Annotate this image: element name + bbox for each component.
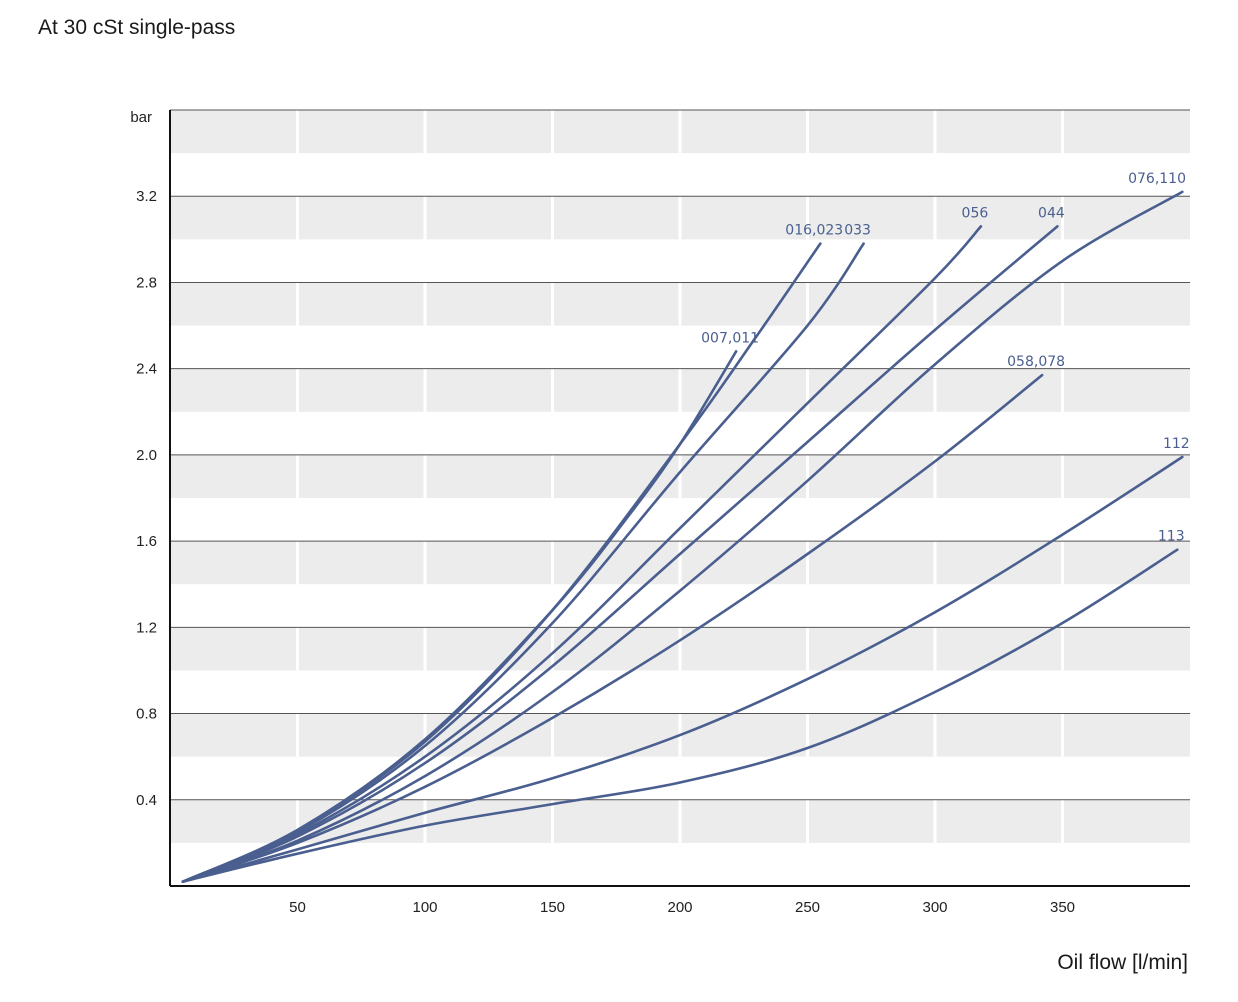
x-tick-label: 350: [1050, 899, 1075, 916]
x-axis-title: Oil flow [l/min]: [1057, 951, 1188, 974]
series-labels: 007,011 016,023 033 056 044 076,110 058,078 112…: [701, 171, 1190, 545]
x-tick-label: 100: [412, 899, 437, 916]
y-tick-label: 1.6: [136, 533, 157, 550]
series-line-076-110: [181, 190, 1184, 883]
x-tick-label: 150: [540, 899, 565, 916]
series-line-056: [181, 225, 983, 883]
y-tick-label: 0.8: [136, 706, 157, 723]
series-label-007-011: 007,011: [701, 330, 759, 346]
series-line-016-023: [181, 242, 822, 883]
y-tick-label: 2.8: [136, 274, 157, 291]
y-tick-label: 0.4: [136, 792, 157, 809]
y-tick-label: 1.2: [136, 619, 157, 636]
x-tick-label: 250: [795, 899, 820, 916]
x-tick-label: 300: [922, 899, 947, 916]
x-tick-label: 50: [289, 899, 306, 916]
y-tick-label: 3.2: [136, 188, 157, 205]
y-axis-unit-label: bar: [130, 109, 152, 126]
y-tick-label: 2.0: [136, 447, 157, 464]
series-label-044: 044: [1038, 205, 1065, 221]
series-line-058-078: [181, 373, 1044, 883]
x-tick-label: 200: [667, 899, 692, 916]
series-label-056: 056: [962, 205, 989, 221]
series-lines: [181, 190, 1184, 883]
series-label-058-078: 058,078: [1007, 354, 1065, 370]
series-line-113: [181, 548, 1179, 883]
page-title: At 30 cSt single-pass: [38, 16, 236, 39]
series-label-113: 113: [1158, 529, 1185, 545]
series-line-044: [181, 225, 1059, 883]
series-line-033: [181, 242, 865, 883]
axes: [169, 110, 1190, 887]
series-label-033: 033: [844, 223, 871, 239]
horizontal-gridlines: [170, 109, 1190, 801]
series-label-112: 112: [1163, 436, 1190, 452]
series-line-112: [181, 455, 1184, 883]
y-tick-label: 2.4: [136, 361, 157, 378]
series-label-076-110: 076,110: [1128, 171, 1186, 187]
tick-labels: 50 100 150 200 250 300 350 0.4 0.8 1.2 1.6 2.0 2.4 2.…: [136, 188, 1075, 916]
series-label-016-023: 016,023: [785, 223, 843, 239]
